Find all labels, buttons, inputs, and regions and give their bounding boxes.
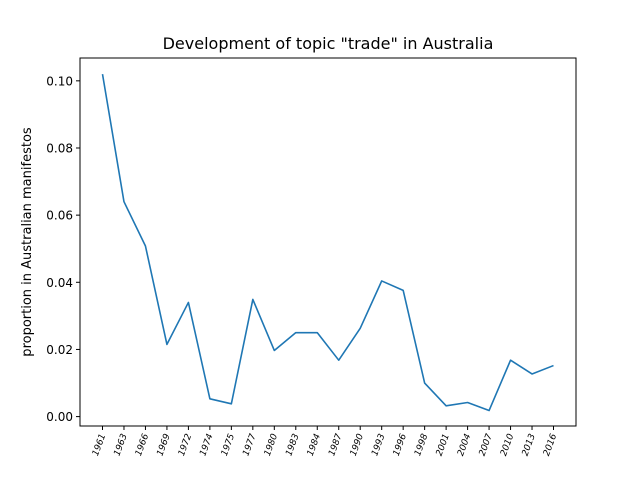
- plot-frame: [79, 57, 577, 427]
- y-tick-label: 0.00: [46, 410, 73, 424]
- chart-title: Development of topic "trade" in Australi…: [163, 34, 494, 53]
- y-axis-label: proportion in Australian manifestos: [20, 127, 35, 357]
- y-tick-label: 0.06: [46, 209, 73, 223]
- y-tick-label: 0.08: [46, 141, 73, 155]
- series-lines: [101, 73, 554, 412]
- y-tick-label: 0.10: [46, 74, 73, 88]
- y-axis: 0.00 0.02 0.04 0.06 0.08 0.10: [46, 74, 80, 424]
- series-line: [101, 73, 554, 412]
- y-tick-label: 0.02: [46, 343, 73, 357]
- y-tick-label: 0.04: [46, 276, 73, 290]
